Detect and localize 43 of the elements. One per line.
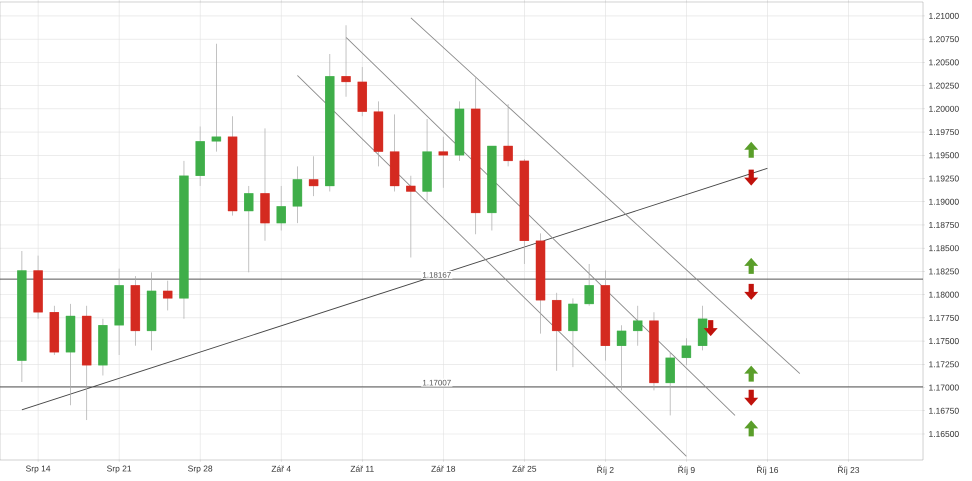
y-tick-label: 1.18000 xyxy=(929,292,959,298)
x-tick-label: Říj 9 xyxy=(678,466,695,475)
x-tick-label: Zář 11 xyxy=(350,466,374,472)
x-tick-label: Říj 23 xyxy=(838,466,860,475)
y-tick-label: 1.18500 xyxy=(929,245,959,252)
candlestick xyxy=(584,264,594,306)
y-tick-label: 1.18250 xyxy=(929,268,959,274)
y-tick-label: 1.20500 xyxy=(929,59,959,66)
candlestick xyxy=(682,338,692,366)
y-tick-label: 1.17000 xyxy=(929,384,959,391)
candlestick xyxy=(616,324,626,391)
x-tick-label: Zář 25 xyxy=(512,466,536,472)
candlestick xyxy=(244,186,254,273)
candlestick xyxy=(406,175,416,258)
x-tick-label: Zář 4 xyxy=(272,466,291,472)
y-tick-label: 1.17750 xyxy=(929,314,959,321)
candlestick xyxy=(633,305,642,346)
x-tick-label: Srp 21 xyxy=(107,466,132,474)
x-tick-label: Srp 14 xyxy=(26,466,50,474)
candlestick xyxy=(163,280,172,311)
candlestick xyxy=(276,186,286,231)
y-tick-label: 1.20250 xyxy=(929,82,959,89)
y-tick-label: 1.16750 xyxy=(929,408,959,414)
y-tick-label: 1.19000 xyxy=(929,198,959,205)
y-tick-label: 1.20000 xyxy=(929,106,959,112)
candlestick xyxy=(308,156,318,197)
y-tick-label: 1.19750 xyxy=(929,129,959,136)
candlestick xyxy=(503,104,513,167)
x-tick-label: Říj 16 xyxy=(757,466,778,475)
y-tick-label: 1.17500 xyxy=(929,338,959,344)
y-tick-label: 1.16500 xyxy=(929,430,959,437)
y-tick-label: 1.20750 xyxy=(929,36,959,42)
x-tick-label: Srp 28 xyxy=(188,466,212,474)
candlestick xyxy=(341,24,351,98)
y-tick-label: 1.21000 xyxy=(929,12,959,19)
y-tick-label: 1.19500 xyxy=(929,152,959,158)
candlestick xyxy=(438,136,448,188)
y-tick-label: 1.17250 xyxy=(929,361,959,368)
x-tick-label: Zář 18 xyxy=(431,466,456,472)
candlestick xyxy=(212,43,222,152)
x-tick-label: Říj 2 xyxy=(597,466,614,475)
y-tick-label: 1.19250 xyxy=(929,176,959,182)
y-tick-label: 1.18750 xyxy=(929,222,959,228)
